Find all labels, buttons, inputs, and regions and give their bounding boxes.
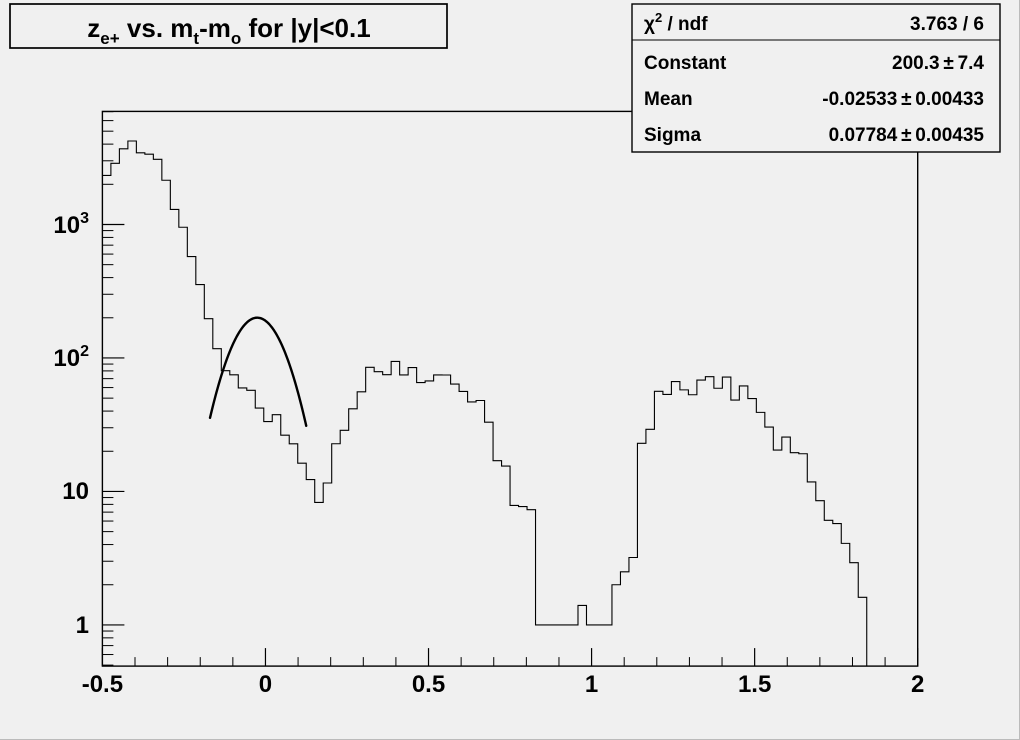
svg-text:Constant: Constant xyxy=(644,53,727,74)
svg-text:Mean: Mean xyxy=(644,89,693,110)
svg-text:10: 10 xyxy=(62,478,89,505)
svg-text:0.07784 ± 0.00435: 0.07784 ± 0.00435 xyxy=(829,125,985,146)
svg-text:0: 0 xyxy=(259,671,272,698)
svg-text:0.5: 0.5 xyxy=(412,671,445,698)
svg-text:200.3 ± 7.4: 200.3 ± 7.4 xyxy=(892,53,984,74)
svg-text:1: 1 xyxy=(585,671,598,698)
svg-text:103: 103 xyxy=(53,210,89,239)
svg-text:-0.5: -0.5 xyxy=(82,671,123,698)
svg-text:Sigma: Sigma xyxy=(644,125,701,146)
svg-text:3.763 / 6: 3.763 / 6 xyxy=(910,14,984,35)
svg-text:-0.02533 ± 0.00433: -0.02533 ± 0.00433 xyxy=(822,89,984,110)
svg-text:χ2 / ndf: χ2 / ndf xyxy=(644,10,708,35)
svg-text:ze+ vs. mt-mo for |y|<0.1: ze+ vs. mt-mo for |y|<0.1 xyxy=(87,13,370,48)
svg-text:1: 1 xyxy=(76,612,89,639)
svg-text:1.5: 1.5 xyxy=(738,671,771,698)
svg-text:102: 102 xyxy=(53,343,89,372)
svg-text:2: 2 xyxy=(911,671,924,698)
